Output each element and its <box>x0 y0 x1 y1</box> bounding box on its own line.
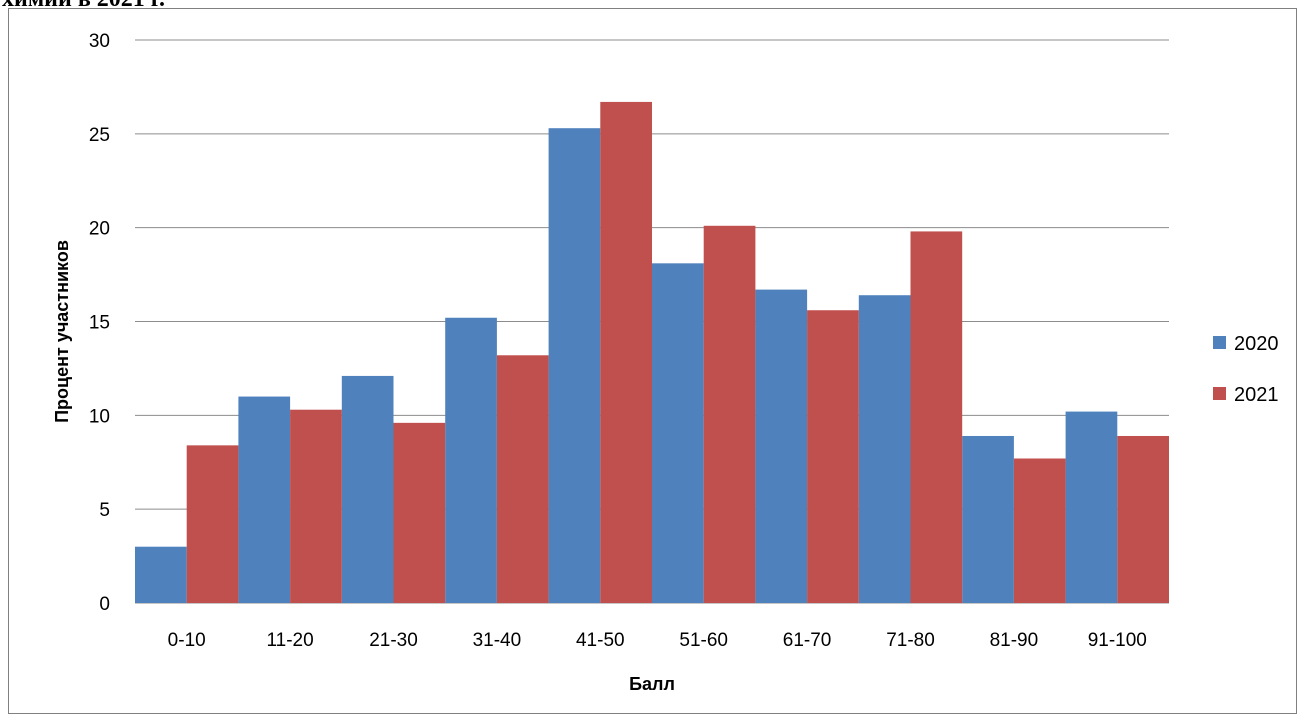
x-tick-label: 41-50 <box>576 630 625 651</box>
bar-2020-0-10 <box>135 546 187 603</box>
y-axis-ticks: 0 5 10 15 20 25 30 <box>89 31 110 615</box>
bar-2020-91-100 <box>1065 411 1118 603</box>
x-axis-title: Балл <box>629 674 675 694</box>
y-tick-label: 20 <box>89 219 110 240</box>
y-axis-title: Процент участников <box>52 240 72 423</box>
y-tick-label: 15 <box>89 313 110 334</box>
x-tick-label: 61-70 <box>783 630 832 651</box>
bar-2020-81-90 <box>962 435 1014 603</box>
bar-2020-21-30 <box>341 375 394 603</box>
bar-2021-41-50 <box>600 101 652 604</box>
bar-2021-21-30 <box>393 422 446 603</box>
bar-2021-0-10 <box>186 445 239 603</box>
bar-2021-31-40 <box>496 355 549 603</box>
y-tick-label: 5 <box>99 500 110 521</box>
y-tick-label: 0 <box>99 594 110 615</box>
bar-2020-41-50 <box>548 128 601 603</box>
legend-label: 2020 <box>1234 333 1279 355</box>
x-tick-label: 31-40 <box>473 630 522 651</box>
legend-swatch-2021 <box>1213 387 1226 400</box>
bar-2021-91-100 <box>1117 435 1169 603</box>
y-tick-label: 25 <box>89 125 110 146</box>
bars <box>135 101 1169 604</box>
x-tick-label: 51-60 <box>679 630 728 651</box>
x-tick-label: 0-10 <box>168 630 206 651</box>
bar-2020-11-20 <box>238 396 291 603</box>
bar-2020-71-80 <box>858 295 911 603</box>
bar-2021-51-60 <box>703 225 756 604</box>
bar-2020-31-40 <box>445 317 497 603</box>
bar-2020-61-70 <box>755 289 808 603</box>
legend-label: 2021 <box>1234 384 1279 406</box>
bar-2021-71-80 <box>910 231 963 604</box>
y-tick-label: 10 <box>89 406 110 427</box>
bar-2021-61-70 <box>807 310 859 603</box>
legend-swatch-2020 <box>1213 336 1226 349</box>
legend: 2020 2021 <box>1213 333 1279 406</box>
bar-2020-51-60 <box>652 263 704 603</box>
bar-2021-11-20 <box>290 409 342 603</box>
y-tick-label: 30 <box>89 31 110 52</box>
x-tick-label: 81-90 <box>990 630 1039 651</box>
bar-2021-81-90 <box>1013 458 1066 603</box>
x-tick-label: 71-80 <box>886 630 935 651</box>
x-axis-ticks: 0-10 11-20 21-30 31-40 41-50 51-60 61-70 71-80 8… <box>168 630 1147 651</box>
x-tick-label: 11-20 <box>267 630 314 651</box>
x-tick-label: 91-100 <box>1088 630 1147 651</box>
x-tick-label: 21-30 <box>369 630 418 651</box>
